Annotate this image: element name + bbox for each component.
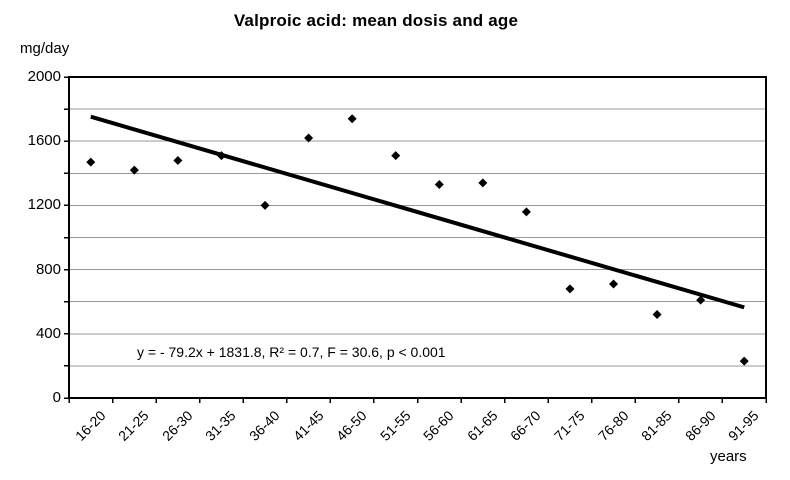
data-point-86-90 [696,295,706,305]
data-point-91-95 [739,356,749,366]
data-point-71-75 [565,284,575,294]
data-point-16-20 [86,157,96,167]
y-axis-tick-label: 800 [35,260,61,278]
data-point-76-80 [609,279,619,289]
regression-equation-annotation: y = - 79.2x + 1831.8, R² = 0.7, F = 30.6… [137,344,446,360]
y-axis-tick-labels: 0 400 800 1200 1600 2000 [0,0,61,480]
data-point-56-60 [434,180,444,190]
y-axis-tick-label: 1200 [27,196,61,214]
data-point-51-55 [391,151,401,161]
data-point-81-85 [652,310,662,320]
data-point-21-25 [129,165,139,175]
data-point-61-65 [478,178,488,188]
y-axis-tick-label: 1600 [27,132,61,150]
x-axis-unit-label: years [710,448,747,465]
chart-title: Valproic acid: mean dosis and age [233,11,519,30]
data-point-36-40 [260,200,270,210]
data-point-41-45 [304,133,314,143]
data-point-26-30 [173,155,183,165]
y-axis-tick-label: 0 [52,389,61,406]
trendline [90,114,745,310]
data-point-31-35 [216,151,226,161]
data-point-66-70 [521,207,531,217]
y-axis-tick-label: 400 [35,324,61,342]
y-axis-tick-label: 2000 [27,68,61,85]
y-axis-unit-label: mg/day [20,40,70,57]
data-point-46-50 [347,114,357,124]
